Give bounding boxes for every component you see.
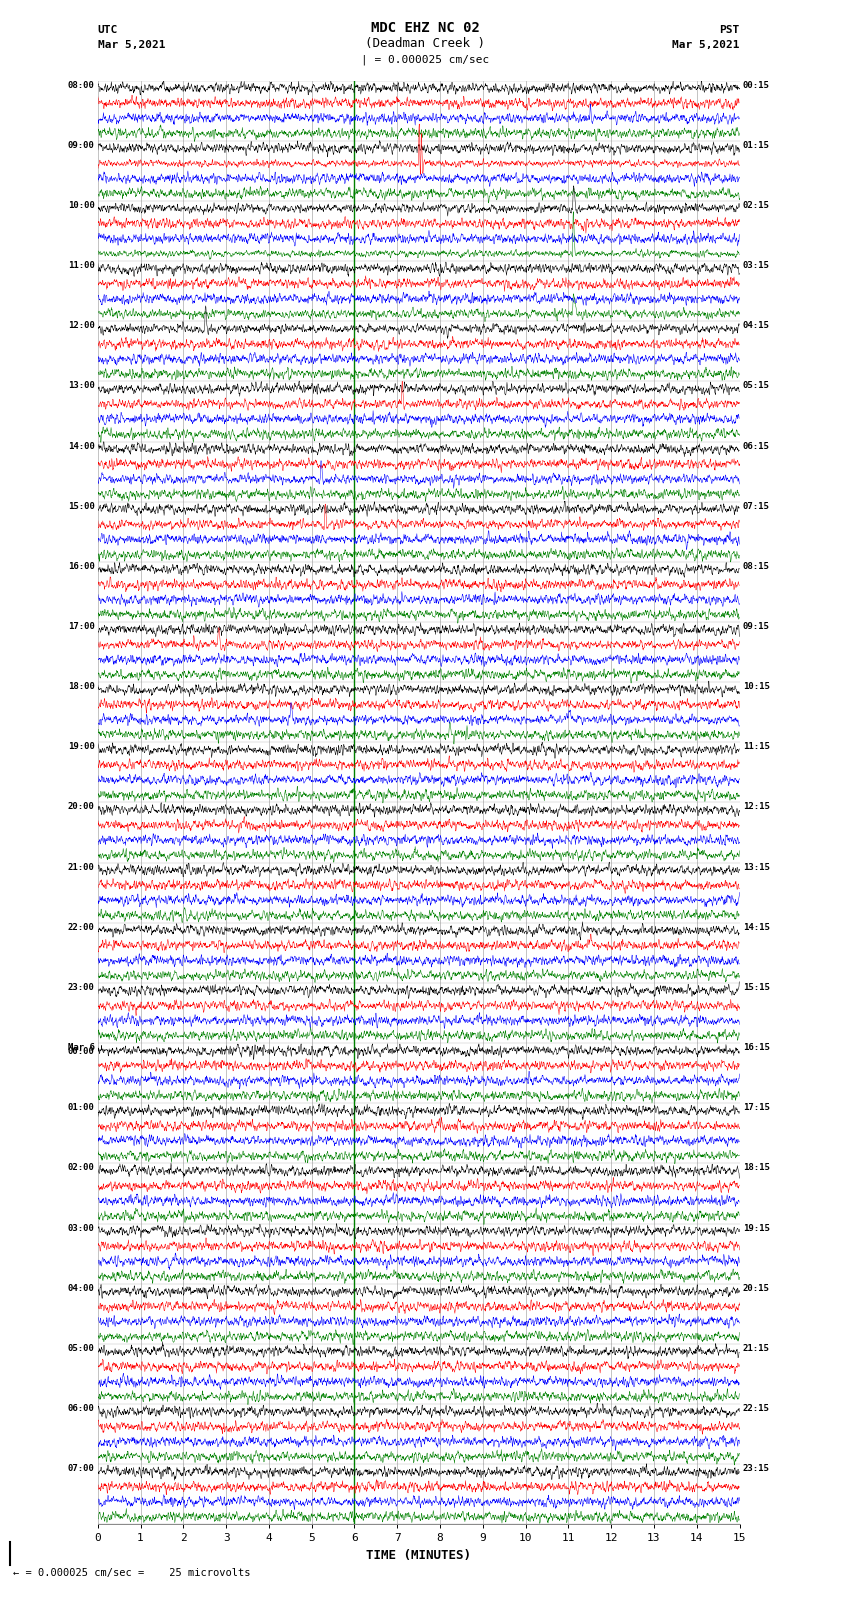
- Text: 07:00: 07:00: [68, 1465, 94, 1473]
- Text: 04:15: 04:15: [743, 321, 769, 331]
- Text: 02:15: 02:15: [743, 202, 769, 210]
- Text: 09:00: 09:00: [68, 140, 94, 150]
- Text: 18:15: 18:15: [743, 1163, 769, 1173]
- Text: 08:00: 08:00: [68, 81, 94, 90]
- Text: 22:15: 22:15: [743, 1403, 769, 1413]
- Text: Mar 5,2021: Mar 5,2021: [98, 40, 165, 50]
- Text: 02:00: 02:00: [68, 1163, 94, 1173]
- Text: 05:00: 05:00: [68, 1344, 94, 1353]
- Text: 10:00: 10:00: [68, 202, 94, 210]
- Text: 19:15: 19:15: [743, 1224, 769, 1232]
- Text: 12:00: 12:00: [68, 321, 94, 331]
- X-axis label: TIME (MINUTES): TIME (MINUTES): [366, 1548, 471, 1561]
- Text: 11:00: 11:00: [68, 261, 94, 269]
- Text: 21:15: 21:15: [743, 1344, 769, 1353]
- Text: 17:00: 17:00: [68, 623, 94, 631]
- Text: 19:00: 19:00: [68, 742, 94, 752]
- Text: 10:15: 10:15: [743, 682, 769, 690]
- Text: 01:15: 01:15: [743, 140, 769, 150]
- Text: 06:00: 06:00: [68, 1403, 94, 1413]
- Text: 23:00: 23:00: [68, 982, 94, 992]
- Text: 00:00: 00:00: [68, 1047, 94, 1057]
- Text: 00:15: 00:15: [743, 81, 769, 90]
- Text: 15:15: 15:15: [743, 982, 769, 992]
- Text: 18:00: 18:00: [68, 682, 94, 690]
- Text: 03:15: 03:15: [743, 261, 769, 269]
- Text: 06:15: 06:15: [743, 442, 769, 450]
- Text: 14:15: 14:15: [743, 923, 769, 932]
- Text: 11:15: 11:15: [743, 742, 769, 752]
- Text: 09:15: 09:15: [743, 623, 769, 631]
- Text: ← = 0.000025 cm/sec =    25 microvolts: ← = 0.000025 cm/sec = 25 microvolts: [13, 1568, 250, 1578]
- Text: 03:00: 03:00: [68, 1224, 94, 1232]
- Text: Mar 6: Mar 6: [68, 1044, 94, 1052]
- Text: 22:00: 22:00: [68, 923, 94, 932]
- Text: 07:15: 07:15: [743, 502, 769, 511]
- Text: 23:15: 23:15: [743, 1465, 769, 1473]
- Text: | = 0.000025 cm/sec: | = 0.000025 cm/sec: [361, 53, 489, 65]
- Text: 13:15: 13:15: [743, 863, 769, 871]
- Text: 05:15: 05:15: [743, 381, 769, 390]
- Text: 12:15: 12:15: [743, 803, 769, 811]
- Text: 04:00: 04:00: [68, 1284, 94, 1292]
- Text: 20:15: 20:15: [743, 1284, 769, 1292]
- Text: (Deadman Creek ): (Deadman Creek ): [365, 37, 485, 50]
- Text: 20:00: 20:00: [68, 803, 94, 811]
- Text: 17:15: 17:15: [743, 1103, 769, 1113]
- Text: PST: PST: [719, 26, 740, 35]
- Text: 13:00: 13:00: [68, 381, 94, 390]
- Text: UTC: UTC: [98, 26, 118, 35]
- Text: MDC EHZ NC 02: MDC EHZ NC 02: [371, 21, 479, 35]
- Text: 14:00: 14:00: [68, 442, 94, 450]
- Text: 08:15: 08:15: [743, 561, 769, 571]
- Text: Mar 5,2021: Mar 5,2021: [672, 40, 740, 50]
- Text: 16:00: 16:00: [68, 561, 94, 571]
- Text: 16:15: 16:15: [743, 1044, 769, 1052]
- Text: 15:00: 15:00: [68, 502, 94, 511]
- Text: 21:00: 21:00: [68, 863, 94, 871]
- Text: 01:00: 01:00: [68, 1103, 94, 1113]
